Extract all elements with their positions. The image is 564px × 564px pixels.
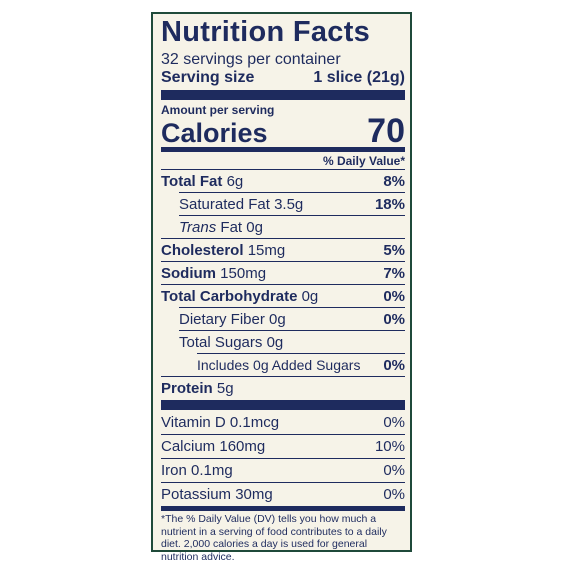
vitamin-amount: 0.1mcg [229, 414, 280, 431]
nutrient-dv: 0% [383, 288, 405, 305]
nutrient-row: Sodium 150mg 7% [161, 261, 405, 284]
vitamin-row: Potassium 30mg 0% [161, 482, 405, 505]
nutrient-name: Saturated Fat [179, 196, 270, 213]
nutrient-row: Cholesterol 15mg 5% [161, 238, 405, 261]
calories: Calories 70 [161, 112, 405, 151]
vitamin-row: Calcium 160mg 10% [161, 434, 405, 457]
serving-size: Serving size 1 slice (21g) [161, 69, 405, 87]
nutrient-amount: 0g [246, 219, 263, 236]
vitamin-amount: 0.1mg [191, 462, 233, 479]
nutrient-amount: 150mg [220, 265, 267, 282]
nutrient-row: Protein 5g [161, 376, 405, 399]
nutrient-dv: 5% [383, 242, 405, 259]
nutrient-row: Dietary Fiber 0g 0% [179, 307, 405, 330]
vitamin-row: Vitamin D 0.1mcg 0% [161, 411, 405, 433]
nutrient-dv: 0% [383, 357, 405, 374]
medium-divider [161, 147, 405, 152]
nutrient-dv: 18% [374, 196, 405, 213]
nutrient-row: Total Fat 6g 8% [161, 169, 405, 192]
nutrient-row: Saturated Fat 3.5g 18% [179, 192, 405, 215]
vitamin-dv: 0% [383, 486, 405, 503]
nutrient-name: Total Fat [161, 173, 223, 190]
nutrient-amount: 0g [266, 334, 284, 351]
servings: 32 servings per container [161, 51, 341, 68]
nutrient-row: Trans Fat 0g [179, 215, 405, 238]
nutrition-label: Nutrition Facts 32 servings per containe… [151, 12, 412, 563]
dv-header: % Daily Value* [322, 154, 405, 168]
nutrient-dv: 8% [383, 173, 405, 190]
vitamin-dv: 0% [383, 462, 405, 479]
vitamin-dv: 0% [383, 414, 405, 431]
vitamin-row: Iron 0.1mg 0% [161, 458, 405, 481]
nutrient-dv: 0% [383, 311, 405, 328]
calories-value: 70 [367, 112, 405, 150]
nutrient-name: Fat [220, 219, 243, 236]
nutrient-row: Total Carbohydrate 0g 0% [161, 284, 405, 307]
footnote: *The % Daily Value (DV) tells you how mu… [161, 513, 387, 563]
nutrient-name: Cholesterol [161, 242, 244, 259]
vitamin-name: Calcium [161, 438, 216, 455]
vitamin-name: Iron [161, 462, 187, 479]
nutrient-amount: 6g [226, 173, 244, 190]
nutrient-prefix: Trans [179, 219, 217, 236]
serving-size-label: Serving size [161, 69, 255, 86]
nutrient-amount: 5g [216, 380, 234, 397]
nutrient-name: Includes 0g Added Sugars [197, 357, 361, 373]
serving-size-value: 1 slice (21g) [313, 69, 405, 86]
nutrient-name: Dietary Fiber [179, 311, 265, 328]
nutrient-name: Sodium [161, 265, 216, 282]
nutrient-amount: 3.5g [274, 196, 304, 213]
nutrient-name: Total Carbohydrate [161, 288, 298, 305]
nutrient-amount: 0g [301, 288, 319, 305]
title: Nutrition Facts [161, 16, 371, 48]
vitamin-name: Potassium [161, 486, 232, 503]
nutrient-name: Protein [161, 380, 213, 397]
nutrient-dv: 7% [383, 265, 405, 282]
vitamin-dv: 10% [374, 438, 405, 455]
thick-divider [161, 400, 405, 410]
nutrient-row: Total Sugars 0g [179, 330, 405, 353]
vitamin-name: Vitamin D [161, 414, 226, 431]
vitamin-amount: 160mg [219, 438, 266, 455]
nutrient-amount: 15mg [247, 242, 286, 259]
nutrient-amount: 0g [269, 311, 286, 328]
thick-divider [161, 90, 405, 100]
nutrient-name: Total Sugars [179, 334, 263, 351]
vitamin-amount: 30mg [235, 486, 273, 503]
medium-divider [161, 506, 405, 511]
amount-per-serving: Amount per serving [161, 103, 275, 117]
calories-label: Calories [161, 118, 268, 148]
nutrient-row: Includes 0g Added Sugars 0% [197, 353, 405, 376]
